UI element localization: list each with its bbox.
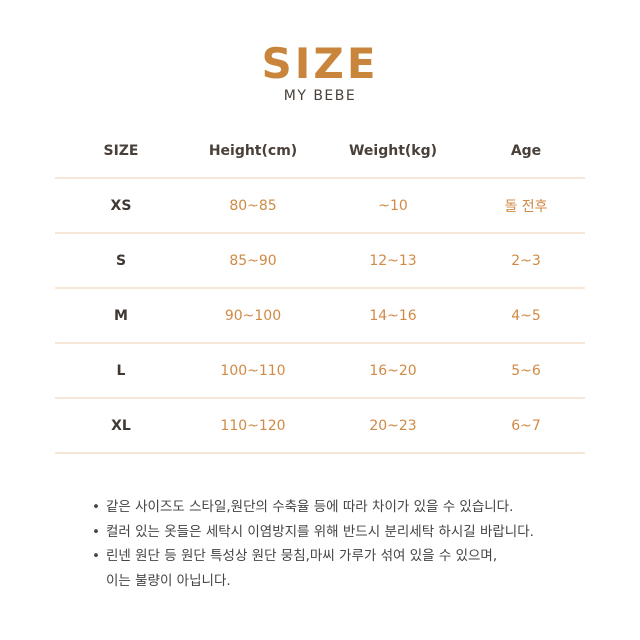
size-value: 4~5	[511, 307, 541, 324]
bullet-icon: •	[92, 499, 100, 515]
list-item: • 같은 사이즈도 스타일,원단의 수축율 등에 따라 차이가 있을 수 있습니다…	[92, 495, 534, 520]
size-value: 110~120	[220, 417, 286, 434]
page-title: SIZE	[261, 39, 379, 88]
table-row: XL 110~120 20~23 6~7	[55, 399, 585, 454]
note-text: 린넨 원단 등 원단 특성상 원단 뭉침,마씨 가루가 섞여 있을 수 있으며,	[106, 548, 498, 564]
column-header: Age	[510, 142, 542, 159]
size-value: 14~16	[369, 307, 417, 324]
size-value: 80~85	[229, 197, 277, 214]
table-row: S 85~90 12~13 2~3	[55, 234, 585, 289]
size-value: 20~23	[369, 417, 417, 434]
table-header: SIZE Height(cm) Weight(kg) Age	[55, 124, 585, 179]
brand-subtitle: MY BEBE	[283, 88, 357, 104]
size-value: 5~6	[511, 362, 541, 379]
size-value: 90~100	[224, 307, 282, 324]
note-text: 컬러 있는 옷들은 세탁시 이염방지를 위해 반드시 분리세탁 하시길 바랍니다…	[106, 523, 534, 540]
size-label: XL	[111, 417, 131, 434]
size-value: ~10	[378, 197, 408, 214]
column-header: SIZE	[103, 142, 139, 159]
list-item: • 컬러 있는 옷들은 세탁시 이염방지를 위해 반드시 분리세탁 하시길 바랍니…	[92, 520, 534, 545]
list-item: • 린넨 원단 등 원단 특성상 원단 뭉침,마씨 가루가 섞여 있을 수 있으며…	[92, 544, 534, 569]
bullet-icon: •	[92, 548, 100, 564]
table-row: L 100~110 16~20 5~6	[55, 344, 585, 399]
table-row: XS 80~85 ~10 돌 전후	[55, 179, 585, 234]
size-label: XS	[110, 197, 132, 214]
note-text: 같은 사이즈도 스타일,원단의 수축율 등에 따라 차이가 있을 수 있습니다.	[106, 499, 514, 515]
size-value: 돌 전후	[504, 198, 548, 215]
bullet-icon: •	[92, 523, 100, 540]
column-header: Weight(kg)	[348, 142, 438, 159]
table-row: M 90~100 14~16 4~5	[55, 289, 585, 344]
column-header: Height(cm)	[208, 142, 298, 159]
notes-list: • 같은 사이즈도 스타일,원단의 수축율 등에 따라 차이가 있을 수 있습니다…	[92, 495, 534, 593]
size-value: 85~90	[229, 252, 277, 269]
size-value: 100~110	[220, 362, 286, 379]
size-value: 12~13	[369, 252, 417, 269]
size-value: 6~7	[511, 417, 541, 434]
size-label: S	[115, 252, 127, 269]
size-label: L	[116, 362, 126, 379]
size-value: 16~20	[369, 362, 417, 379]
size-table: SIZE Height(cm) Weight(kg) Age XS 80~85 ~1…	[55, 124, 585, 454]
note-continuation: 이는 불량이 아닙니다.	[106, 572, 231, 589]
size-label: M	[114, 307, 128, 324]
size-value: 2~3	[511, 252, 541, 269]
